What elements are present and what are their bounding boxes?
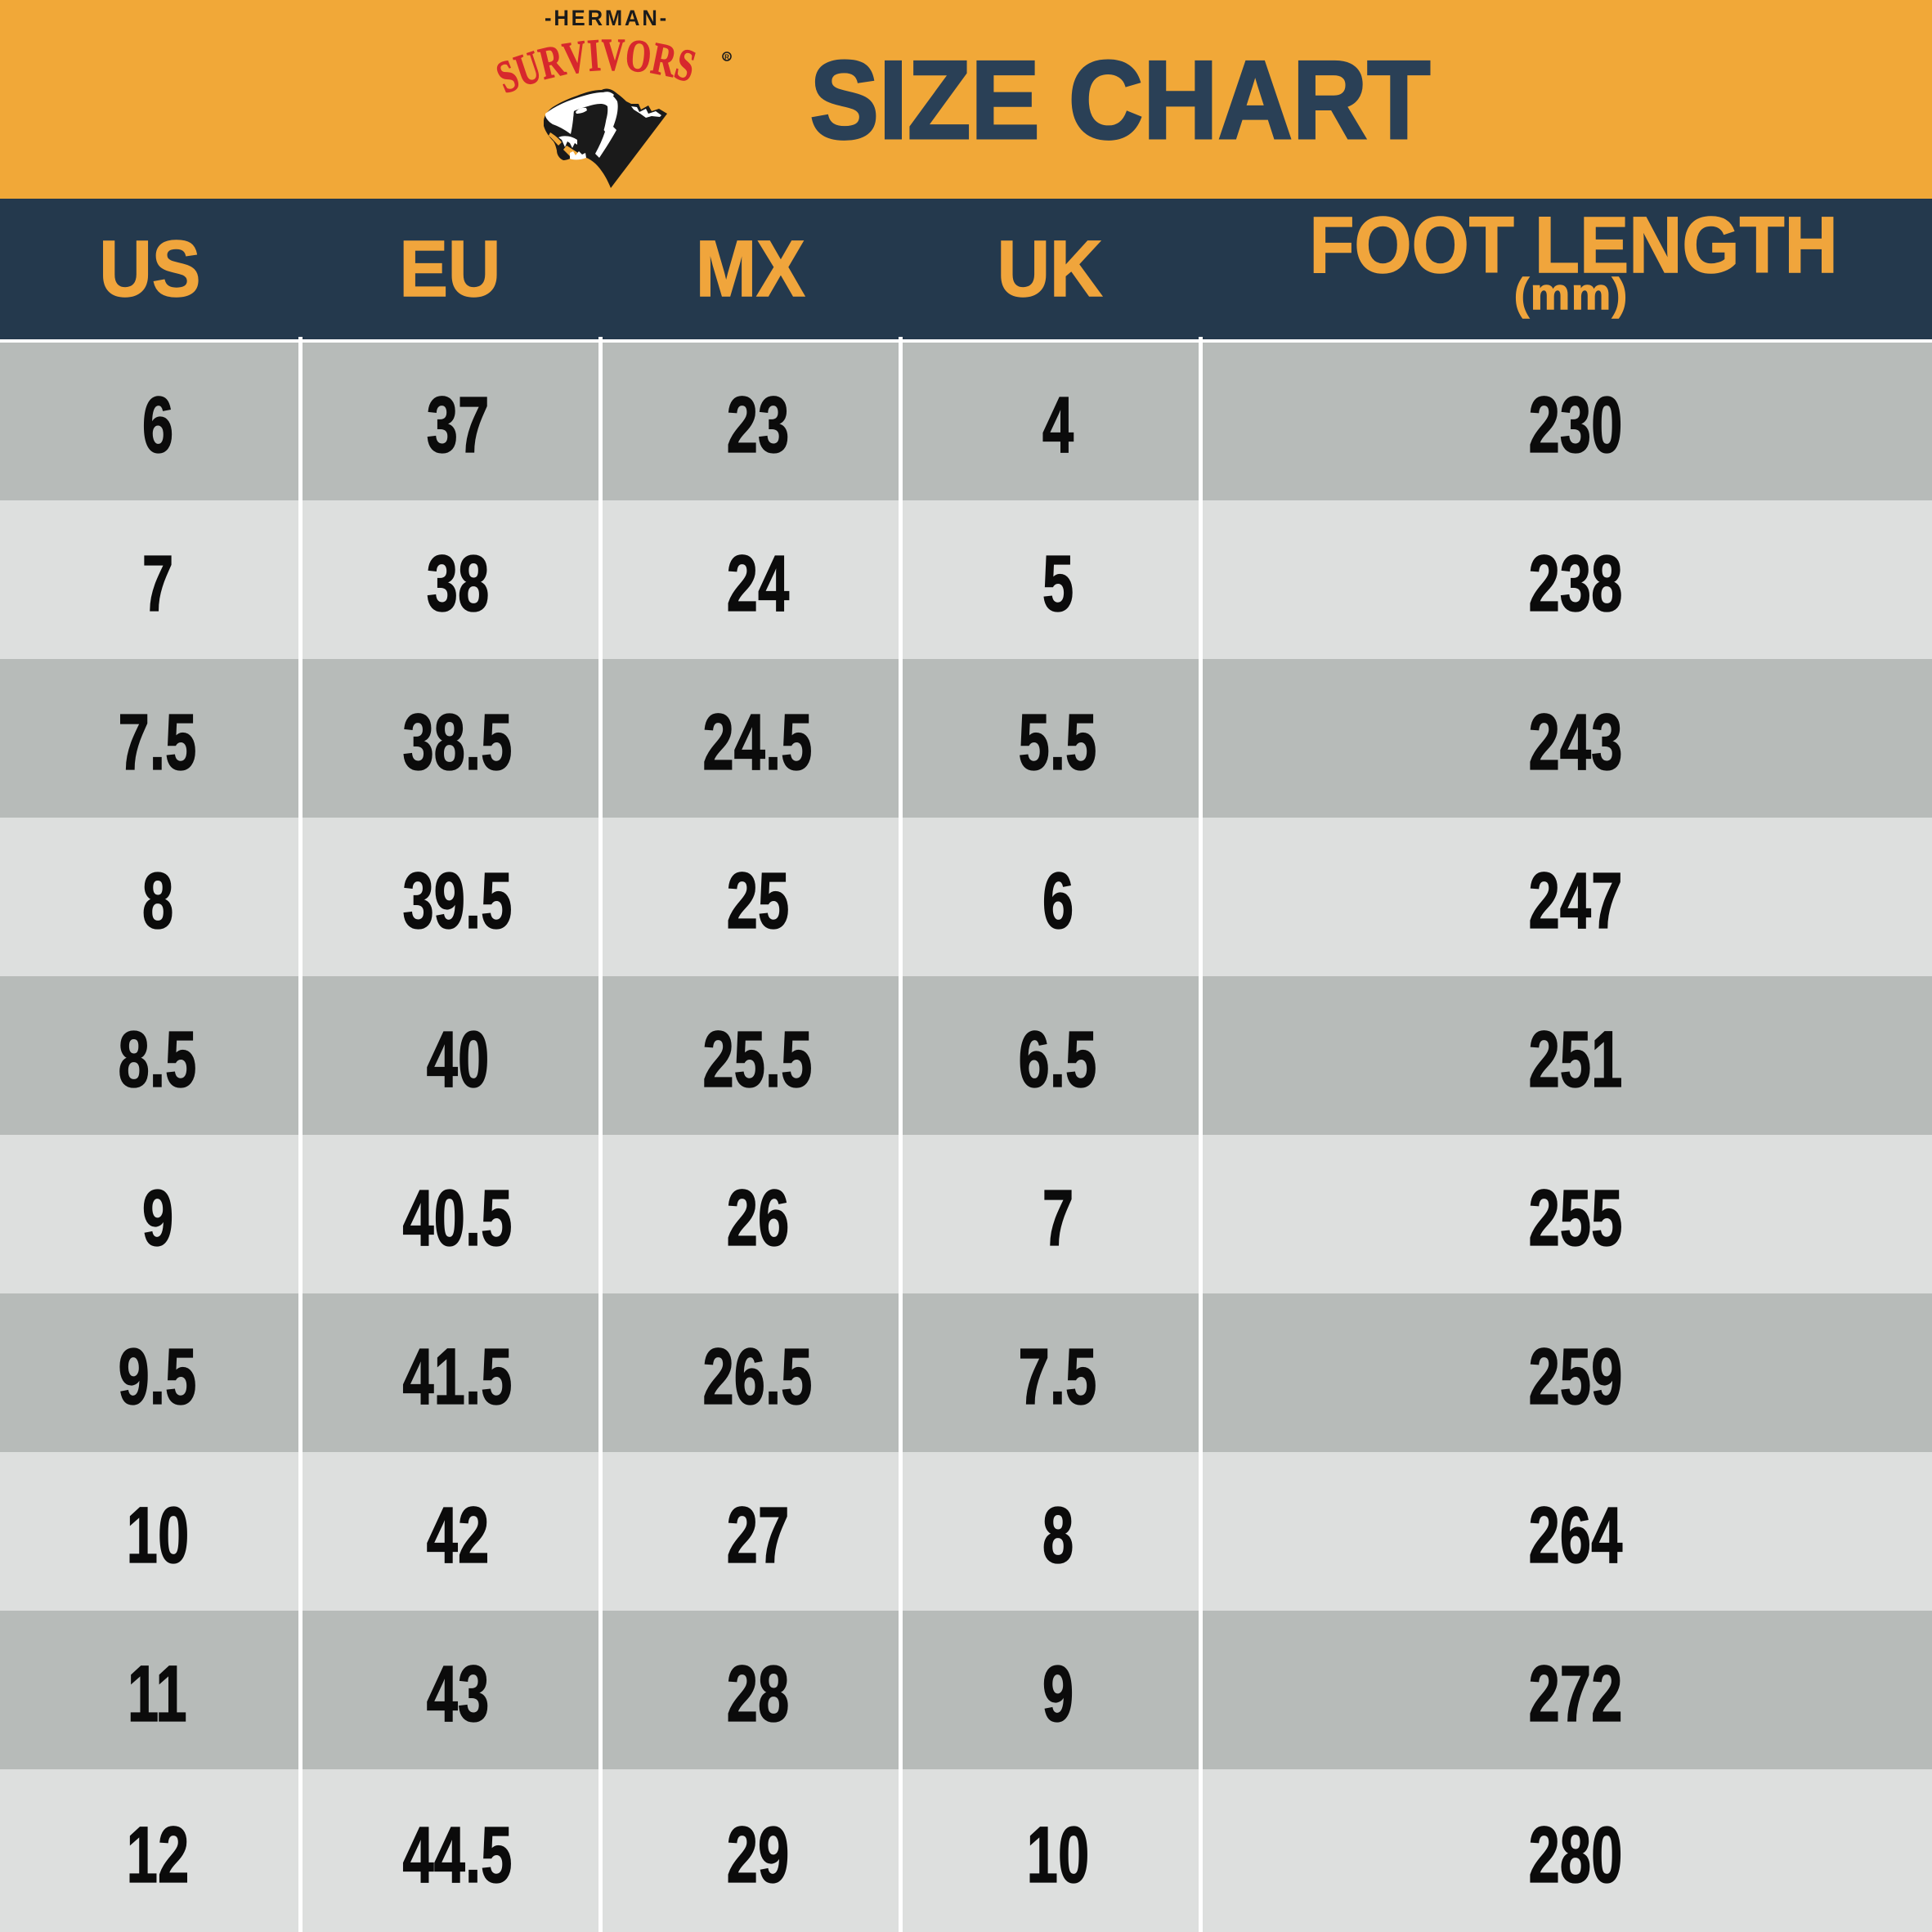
svg-text:R: R [724,54,729,61]
svg-text:-HERMAN-: -HERMAN- [545,6,669,30]
